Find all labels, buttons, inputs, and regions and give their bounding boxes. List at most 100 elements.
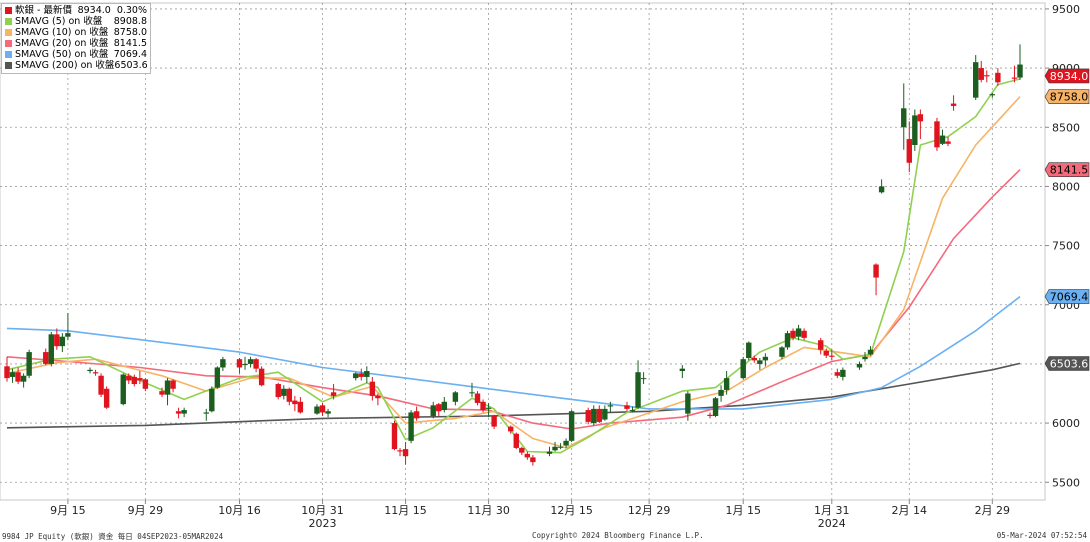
candle-body (59, 336, 66, 347)
candle-body (901, 108, 907, 128)
candle-body (762, 356, 769, 361)
candle-body (292, 400, 298, 405)
legend-value-sma5: 8908.8 (113, 16, 147, 27)
legend-row-sma50: SMAVG (50) on 收盤 7069.4 (5, 49, 147, 60)
candle-body (751, 358, 757, 361)
candle-body (568, 411, 575, 441)
candle-body (159, 391, 165, 395)
candle-body (452, 392, 459, 402)
candle-body (513, 433, 519, 448)
candle-body (281, 388, 287, 396)
candle-body (508, 426, 514, 432)
candle-body (939, 135, 946, 144)
candle-body (126, 375, 132, 381)
candle-body (413, 411, 420, 419)
candle-body (945, 141, 951, 144)
candle-body (15, 372, 21, 382)
candle-body (364, 371, 370, 377)
candle-body (635, 372, 641, 408)
y-tick-label: 6000 (1052, 417, 1080, 430)
candle-body (297, 401, 304, 413)
price-tag (1044, 289, 1090, 304)
y-tick-label: 8500 (1052, 121, 1080, 134)
candle-body (209, 388, 215, 412)
candle-body (795, 328, 802, 337)
candle-body (485, 407, 492, 409)
legend-change-price: 0.30% (116, 5, 147, 16)
legend-swatch-sma50 (5, 51, 12, 58)
candle-body (834, 372, 841, 376)
candle-body (203, 412, 209, 414)
candle-body (712, 398, 719, 416)
candle-body (801, 330, 807, 338)
price-tag (1044, 89, 1090, 105)
candle-body (258, 368, 265, 386)
candle-body (829, 355, 835, 357)
candle-body (878, 186, 885, 193)
candle-body (563, 440, 569, 446)
candle-body (358, 373, 364, 377)
candle-body (784, 333, 791, 348)
candle-body (757, 360, 763, 364)
legend-value-sma20: 8141.5 (113, 38, 147, 49)
legend-row-price: 軟銀 - 最新價 8934.0 0.30% (5, 5, 147, 16)
candle-body (602, 408, 608, 420)
candle-body (26, 352, 32, 376)
candle-body (685, 393, 691, 414)
candle-body (917, 114, 924, 122)
legend-row-sma20: SMAVG (20) on 收盤 8141.5 (5, 38, 147, 49)
candle-body (430, 405, 436, 416)
price-tag (1044, 356, 1090, 371)
y-tick-label: 7500 (1052, 240, 1080, 253)
candle-body (98, 375, 104, 395)
candle-body (175, 411, 182, 414)
candle-body (20, 375, 27, 382)
candle-body (103, 388, 110, 408)
candle-body (912, 115, 918, 145)
candle-body (131, 376, 138, 385)
legend-name-sma200: SMAVG (200) on 收盤 (15, 60, 115, 71)
legend-swatch-sma20 (5, 40, 12, 47)
candle-body (402, 449, 409, 457)
candle-body (87, 369, 93, 372)
candle-body (856, 363, 863, 368)
candle-body (973, 62, 979, 98)
legend-value-price: 8934.0 (77, 5, 111, 16)
x-tick-label: 2月 29 (975, 504, 1011, 517)
x-tick-label: 10月 31 (301, 504, 344, 517)
legend-value-sma200: 6503.6 (114, 60, 148, 71)
candle-body (436, 404, 442, 412)
candle-body (397, 450, 403, 452)
candle-body (319, 405, 326, 413)
candle-body (369, 381, 376, 396)
y-tick-label: 5500 (1052, 476, 1080, 489)
legend-swatch-sma5 (5, 18, 12, 25)
chart-legend: 軟銀 - 最新價 8934.0 0.30% SMAVG (5) on 收盤 89… (1, 3, 151, 74)
candle-body (1011, 77, 1018, 79)
candle-body (480, 401, 486, 411)
price-tag-label: 7069.4 (1050, 291, 1089, 304)
candle-body (950, 103, 957, 106)
candle-body (723, 378, 730, 390)
legend-value-sma50: 7069.4 (113, 49, 147, 60)
candle-body (596, 408, 603, 422)
candle-body (325, 411, 331, 414)
candle-body (607, 405, 614, 407)
candle-body (242, 363, 248, 366)
price-tag-label: 8758.0 (1050, 91, 1089, 104)
candle-body (557, 446, 564, 448)
candle-body (43, 352, 49, 364)
candle-body (679, 368, 686, 372)
candle-body (137, 378, 143, 381)
candle-body (624, 405, 630, 409)
x-year-label: 2023 (309, 517, 337, 530)
candle-body (120, 374, 126, 405)
candle-body (408, 412, 414, 441)
candle-body (236, 359, 243, 368)
sma50-line (6, 295, 1021, 410)
candle-body (54, 334, 60, 347)
candle-body (823, 350, 829, 356)
candle-body (314, 406, 320, 414)
candle-body (640, 378, 647, 380)
candle-body (524, 453, 531, 458)
